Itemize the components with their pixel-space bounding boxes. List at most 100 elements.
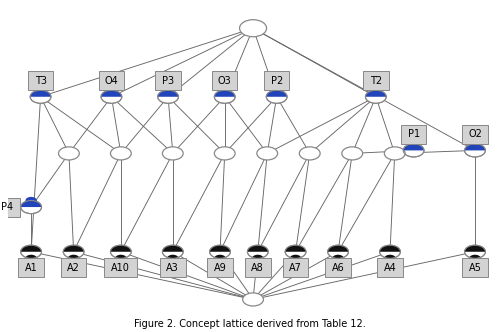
Text: Figure 2. Concept lattice derived from Table 12.: Figure 2. Concept lattice derived from T… xyxy=(134,319,366,329)
Circle shape xyxy=(26,197,37,204)
Circle shape xyxy=(30,90,51,103)
Circle shape xyxy=(403,144,424,157)
Text: O4: O4 xyxy=(104,76,118,86)
Circle shape xyxy=(20,201,42,213)
Circle shape xyxy=(290,255,302,262)
Wedge shape xyxy=(101,90,122,97)
Circle shape xyxy=(257,147,278,160)
FancyBboxPatch shape xyxy=(245,258,270,278)
Text: A1: A1 xyxy=(25,263,38,273)
Text: A7: A7 xyxy=(289,263,302,273)
Text: A9: A9 xyxy=(214,263,226,273)
Circle shape xyxy=(300,147,320,160)
Circle shape xyxy=(252,255,264,262)
Wedge shape xyxy=(464,144,485,150)
FancyBboxPatch shape xyxy=(104,258,138,278)
Text: A3: A3 xyxy=(166,263,179,273)
Circle shape xyxy=(342,147,362,160)
Text: P2: P2 xyxy=(270,76,283,86)
FancyBboxPatch shape xyxy=(462,125,488,144)
Circle shape xyxy=(408,140,420,147)
Text: O2: O2 xyxy=(468,129,482,139)
Circle shape xyxy=(214,90,235,103)
Wedge shape xyxy=(214,90,235,97)
Text: P1: P1 xyxy=(408,129,420,139)
Circle shape xyxy=(162,245,183,258)
Circle shape xyxy=(470,140,480,147)
Text: P4: P4 xyxy=(2,202,14,212)
Text: A8: A8 xyxy=(252,263,264,273)
Circle shape xyxy=(214,255,226,262)
FancyBboxPatch shape xyxy=(378,258,403,278)
Wedge shape xyxy=(162,245,183,252)
Circle shape xyxy=(35,87,46,94)
Circle shape xyxy=(214,147,235,160)
Circle shape xyxy=(162,147,183,160)
Circle shape xyxy=(20,245,42,258)
Wedge shape xyxy=(158,90,178,97)
Circle shape xyxy=(219,87,230,94)
Circle shape xyxy=(101,90,122,103)
Circle shape xyxy=(332,255,344,262)
Wedge shape xyxy=(20,201,42,207)
Text: A4: A4 xyxy=(384,263,396,273)
Circle shape xyxy=(370,87,382,94)
Circle shape xyxy=(271,87,282,94)
Circle shape xyxy=(58,147,80,160)
Wedge shape xyxy=(464,245,485,252)
Circle shape xyxy=(464,144,485,157)
Wedge shape xyxy=(248,245,268,252)
FancyBboxPatch shape xyxy=(283,258,308,278)
FancyBboxPatch shape xyxy=(401,125,426,144)
Wedge shape xyxy=(366,90,386,97)
Circle shape xyxy=(63,245,84,258)
Circle shape xyxy=(110,147,131,160)
Wedge shape xyxy=(403,144,424,150)
FancyBboxPatch shape xyxy=(160,258,186,278)
Circle shape xyxy=(470,255,480,262)
Text: T3: T3 xyxy=(34,76,46,86)
Circle shape xyxy=(68,255,80,262)
Text: A2: A2 xyxy=(67,263,80,273)
Wedge shape xyxy=(380,245,400,252)
Wedge shape xyxy=(266,90,287,97)
FancyBboxPatch shape xyxy=(326,258,351,278)
FancyBboxPatch shape xyxy=(28,71,54,90)
FancyBboxPatch shape xyxy=(18,258,44,278)
Circle shape xyxy=(248,245,268,258)
Circle shape xyxy=(380,245,400,258)
Circle shape xyxy=(384,147,405,160)
FancyBboxPatch shape xyxy=(212,71,238,90)
FancyBboxPatch shape xyxy=(462,258,488,278)
Circle shape xyxy=(162,87,174,94)
FancyBboxPatch shape xyxy=(156,71,181,90)
Circle shape xyxy=(115,255,126,262)
Circle shape xyxy=(110,245,131,258)
Text: T2: T2 xyxy=(370,76,382,86)
Wedge shape xyxy=(285,245,306,252)
Wedge shape xyxy=(210,245,231,252)
Circle shape xyxy=(366,90,386,103)
Circle shape xyxy=(26,255,37,262)
FancyBboxPatch shape xyxy=(208,258,233,278)
Circle shape xyxy=(328,245,348,258)
Circle shape xyxy=(240,20,266,37)
FancyBboxPatch shape xyxy=(98,71,124,90)
Circle shape xyxy=(266,90,287,103)
FancyBboxPatch shape xyxy=(61,258,86,278)
FancyBboxPatch shape xyxy=(264,71,289,90)
Wedge shape xyxy=(63,245,84,252)
FancyBboxPatch shape xyxy=(363,71,388,90)
Circle shape xyxy=(167,255,178,262)
Text: O3: O3 xyxy=(218,76,232,86)
Text: P3: P3 xyxy=(162,76,174,86)
Wedge shape xyxy=(328,245,348,252)
Circle shape xyxy=(158,90,178,103)
Wedge shape xyxy=(20,245,42,252)
Circle shape xyxy=(210,245,231,258)
Wedge shape xyxy=(30,90,51,97)
Text: A10: A10 xyxy=(112,263,130,273)
Circle shape xyxy=(285,245,306,258)
Circle shape xyxy=(464,245,485,258)
Circle shape xyxy=(106,87,117,94)
